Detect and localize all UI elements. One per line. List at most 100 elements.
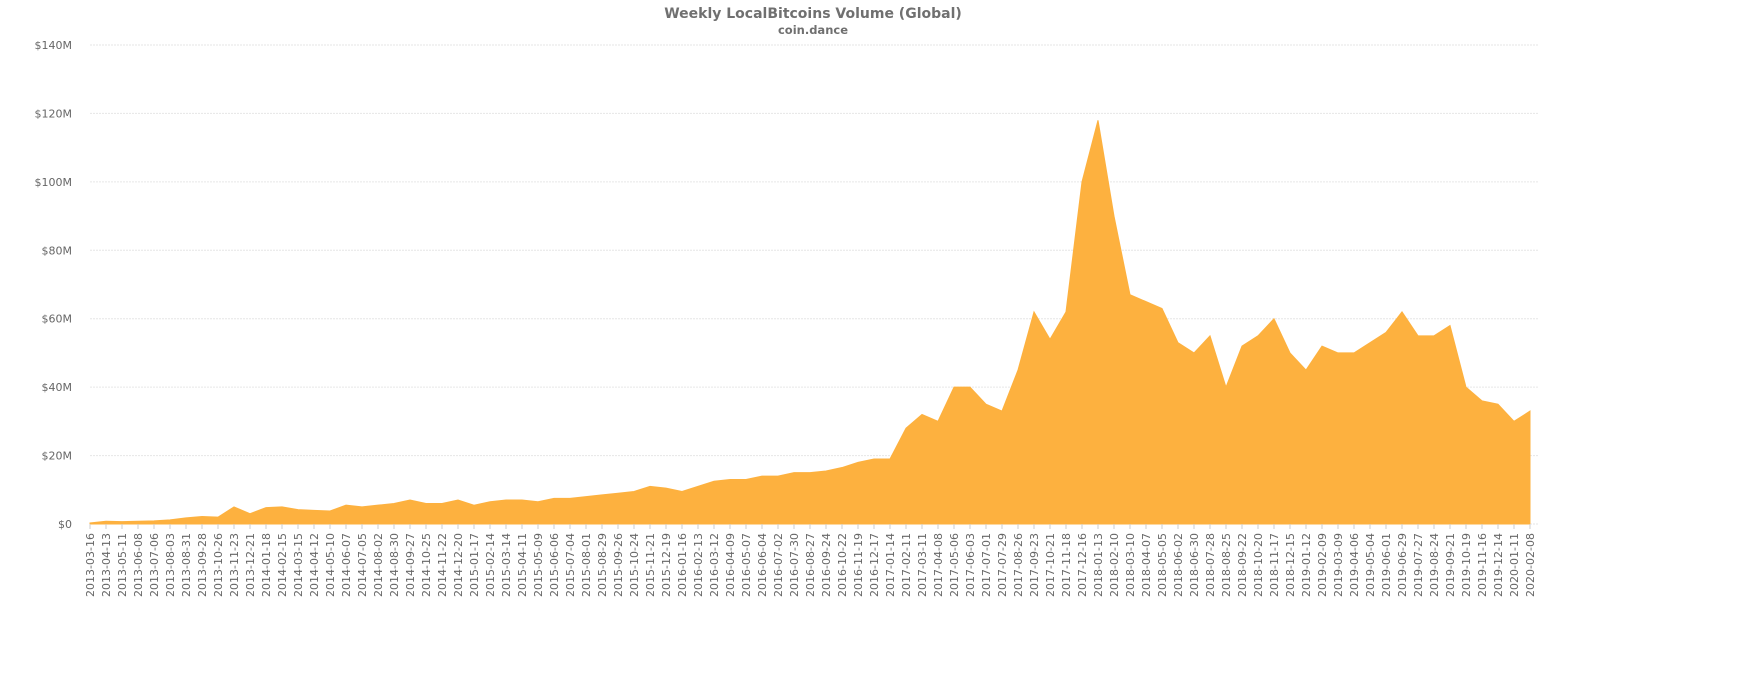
y-tick-label: $80M bbox=[42, 244, 73, 257]
area bbox=[89, 120, 1531, 525]
x-tick-label: 2013-05-11 bbox=[116, 533, 129, 597]
x-tick-label: 2016-05-07 bbox=[740, 533, 753, 597]
x-tick-label: 2013-12-21 bbox=[244, 533, 257, 597]
x-tick-label: 2017-12-16 bbox=[1076, 533, 1089, 597]
chart-title: Weekly LocalBitcoins Volume (Global) bbox=[664, 6, 962, 22]
x-tick-label: 2018-08-25 bbox=[1220, 533, 1233, 597]
x-tick-label: 2018-03-10 bbox=[1124, 533, 1137, 597]
x-tick-label: 2016-01-16 bbox=[676, 533, 689, 597]
x-tick-label: 2020-01-11 bbox=[1508, 533, 1521, 597]
y-tick-label: $60M bbox=[42, 313, 73, 326]
x-tick-label: 2017-06-03 bbox=[964, 533, 977, 597]
y-tick-label: $100M bbox=[35, 176, 73, 189]
x-tick-label: 2019-05-04 bbox=[1364, 533, 1377, 597]
x-tick-label: 2018-02-10 bbox=[1108, 533, 1121, 597]
x-tick-label: 2014-06-07 bbox=[340, 533, 353, 597]
x-tick-label: 2019-03-09 bbox=[1332, 533, 1345, 597]
y-tick-label: $140M bbox=[35, 39, 73, 52]
x-tick-label: 2015-05-09 bbox=[532, 533, 545, 597]
x-tick-label: 2014-10-25 bbox=[420, 533, 433, 597]
x-tick-label: 2016-10-22 bbox=[836, 533, 849, 597]
x-tick-label: 2016-09-24 bbox=[820, 533, 833, 597]
x-tick-label: 2017-08-26 bbox=[1012, 533, 1025, 597]
x-tick-label: 2015-08-01 bbox=[580, 533, 593, 597]
x-tick-label: 2016-04-09 bbox=[724, 533, 737, 597]
x-tick-label: 2018-06-02 bbox=[1172, 533, 1185, 597]
x-tick-label: 2017-07-01 bbox=[980, 533, 993, 597]
x-tick-label: 2014-03-15 bbox=[292, 533, 305, 597]
x-tick-label: 2019-07-27 bbox=[1412, 533, 1425, 597]
x-tick-label: 2013-11-23 bbox=[228, 533, 241, 597]
x-tick-label: 2018-07-28 bbox=[1204, 533, 1217, 597]
x-tick-label: 2018-11-17 bbox=[1268, 533, 1281, 597]
x-tick-label: 2014-05-10 bbox=[324, 533, 337, 597]
x-tick-label: 2015-03-14 bbox=[500, 533, 513, 597]
x-tick-label: 2019-12-14 bbox=[1492, 533, 1505, 597]
x-tick-label: 2015-10-24 bbox=[628, 533, 641, 597]
y-tick-label: $0 bbox=[58, 518, 72, 531]
x-tick-label: 2017-03-11 bbox=[916, 533, 929, 597]
x-tick-label: 2019-01-12 bbox=[1300, 533, 1313, 597]
x-tick-label: 2014-12-20 bbox=[452, 533, 465, 597]
x-tick-label: 2018-06-30 bbox=[1188, 533, 1201, 597]
x-tick-label: 2016-06-04 bbox=[756, 533, 769, 597]
x-tick-label: 2017-01-14 bbox=[884, 533, 897, 597]
x-tick-label: 2013-08-03 bbox=[164, 533, 177, 597]
x-tick-label: 2017-04-08 bbox=[932, 533, 945, 597]
x-tick-label: 2016-12-17 bbox=[868, 533, 881, 597]
x-tick-label: 2014-07-05 bbox=[356, 533, 369, 597]
x-tick-label: 2018-04-07 bbox=[1140, 533, 1153, 597]
y-tick-label: $120M bbox=[35, 107, 73, 120]
x-tick-label: 2019-09-21 bbox=[1444, 533, 1457, 597]
x-tick-label: 2014-04-12 bbox=[308, 533, 321, 597]
x-tick-label: 2013-06-08 bbox=[132, 533, 145, 597]
x-tick-label: 2019-04-06 bbox=[1348, 533, 1361, 597]
x-tick-label: 2016-07-02 bbox=[772, 533, 785, 597]
x-tick-label: 2019-11-16 bbox=[1476, 533, 1489, 597]
x-tick-label: 2016-02-13 bbox=[692, 533, 705, 597]
x-tick-label: 2016-07-30 bbox=[788, 533, 801, 597]
x-tick-label: 2017-09-23 bbox=[1028, 533, 1041, 597]
x-tick-label: 2014-11-22 bbox=[436, 533, 449, 597]
y-tick-label: $40M bbox=[42, 381, 73, 394]
x-tick-label: 2018-10-20 bbox=[1252, 533, 1265, 597]
x-tick-label: 2013-08-31 bbox=[180, 533, 193, 597]
x-tick-label: 2013-04-13 bbox=[100, 533, 113, 597]
x-tick-label: 2015-11-21 bbox=[644, 533, 657, 597]
x-tick-label: 2016-08-27 bbox=[804, 533, 817, 597]
y-tick-label: $20M bbox=[42, 450, 73, 463]
x-tick-label: 2015-04-11 bbox=[516, 533, 529, 597]
x-tick-label: 2015-08-29 bbox=[596, 533, 609, 597]
x-tick-label: 2014-08-02 bbox=[372, 533, 385, 597]
x-tick-label: 2015-07-04 bbox=[564, 533, 577, 597]
x-tick-label: 2015-06-06 bbox=[548, 533, 561, 597]
x-tick-label: 2017-02-11 bbox=[900, 533, 913, 597]
x-tick-label: 2017-07-29 bbox=[996, 533, 1009, 597]
x-tick-label: 2017-10-21 bbox=[1044, 533, 1057, 597]
x-tick-label: 2019-02-09 bbox=[1316, 533, 1329, 597]
x-tick-label: 2016-03-12 bbox=[708, 533, 721, 597]
x-tick-label: 2013-09-28 bbox=[196, 533, 209, 597]
x-tick-label: 2018-01-13 bbox=[1092, 533, 1105, 597]
x-tick-label: 2014-09-27 bbox=[404, 533, 417, 597]
x-tick-label: 2013-10-26 bbox=[212, 533, 225, 597]
x-tick-label: 2018-05-05 bbox=[1156, 533, 1169, 597]
x-tick-label: 2019-06-29 bbox=[1396, 533, 1409, 597]
x-tick-label: 2019-10-19 bbox=[1460, 533, 1473, 597]
x-tick-label: 2018-12-15 bbox=[1284, 533, 1297, 597]
x-tick-label: 2015-09-26 bbox=[612, 533, 625, 597]
x-tick-label: 2013-07-06 bbox=[148, 533, 161, 597]
x-tick-label: 2019-06-01 bbox=[1380, 533, 1393, 597]
x-tick-label: 2016-11-19 bbox=[852, 533, 865, 597]
x-tick-label: 2015-02-14 bbox=[484, 533, 497, 597]
chart-subtitle: coin.dance bbox=[778, 23, 848, 37]
x-tick-label: 2018-09-22 bbox=[1236, 533, 1249, 597]
x-tick-label: 2017-05-06 bbox=[948, 533, 961, 597]
x-tick-label: 2015-01-17 bbox=[468, 533, 481, 597]
x-tick-label: 2015-12-19 bbox=[660, 533, 673, 597]
x-tick-label: 2014-08-30 bbox=[388, 533, 401, 597]
x-tick-label: 2014-01-18 bbox=[260, 533, 273, 597]
x-tick-label: 2019-08-24 bbox=[1428, 533, 1441, 597]
x-tick-label: 2020-02-08 bbox=[1524, 533, 1537, 597]
